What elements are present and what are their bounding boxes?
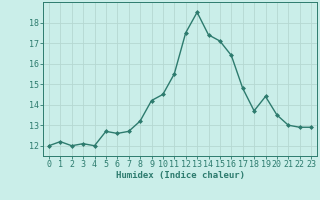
X-axis label: Humidex (Indice chaleur): Humidex (Indice chaleur) — [116, 171, 244, 180]
